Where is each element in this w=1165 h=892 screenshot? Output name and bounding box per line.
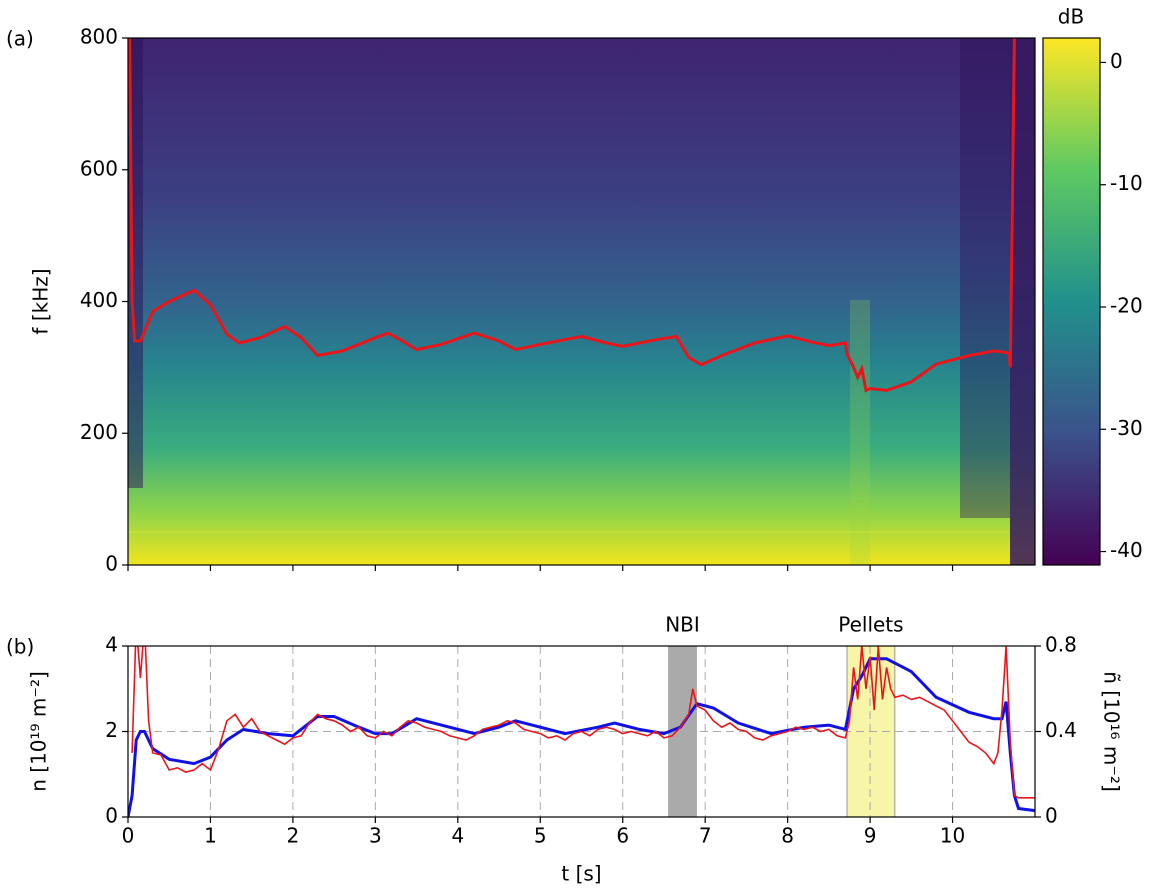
y-axis-label: n [10¹⁹ m⁻²] xyxy=(27,671,51,792)
y-tick-label: 400 xyxy=(80,288,118,312)
y2-tick-label: 0.4 xyxy=(1045,718,1077,742)
data-line xyxy=(128,657,1035,817)
colorbar-tick-label: -30 xyxy=(1110,416,1143,440)
panel-label: (a) xyxy=(6,27,34,51)
x-axis-label: t [s] xyxy=(561,862,601,886)
data-line xyxy=(128,38,1016,393)
y-tick-label: 600 xyxy=(80,156,118,180)
y-tick-label: 0 xyxy=(105,552,118,576)
x-tick-label: 10 xyxy=(940,824,965,848)
x-tick-label: 2 xyxy=(287,824,300,848)
spectrogram xyxy=(128,38,1035,565)
colorbar-tick-label: -10 xyxy=(1110,171,1143,195)
colorbar-label: dB xyxy=(1058,5,1084,29)
y-tick-label: 4 xyxy=(105,633,118,657)
span-label: Pellets xyxy=(838,613,903,637)
panel-label: (b) xyxy=(6,635,34,659)
colorbar-tick-label: 0 xyxy=(1110,49,1123,73)
span-label: NBI xyxy=(665,613,700,637)
y-tick-label: 200 xyxy=(80,420,118,444)
y2-tick-label: 0 xyxy=(1045,804,1058,828)
y-tick-label: 2 xyxy=(105,718,118,742)
y-tick-label: 800 xyxy=(80,25,118,49)
x-tick-label: 8 xyxy=(781,824,794,848)
x-tick-label: 6 xyxy=(616,824,629,848)
x-tick-label: 7 xyxy=(699,824,712,848)
colorbar-frame xyxy=(1042,37,1101,566)
y-tick-label: 0 xyxy=(105,804,118,828)
y2-tick-label: 0.8 xyxy=(1045,633,1077,657)
colorbar-tick-label: -40 xyxy=(1110,538,1143,562)
y2-axis-label: ñ [10¹⁶ m⁻²] xyxy=(1100,671,1124,792)
x-tick-label: 0 xyxy=(122,824,135,848)
x-tick-label: 9 xyxy=(864,824,877,848)
colorbar xyxy=(1043,38,1100,565)
x-tick-label: 4 xyxy=(451,824,464,848)
data-line xyxy=(131,646,1035,799)
x-tick-label: 1 xyxy=(204,824,217,848)
x-tick-label: 5 xyxy=(534,824,547,848)
y-axis-label: f [kHz] xyxy=(29,268,53,334)
x-tick-label: 3 xyxy=(369,824,382,848)
colorbar-tick-label: -20 xyxy=(1110,294,1143,318)
